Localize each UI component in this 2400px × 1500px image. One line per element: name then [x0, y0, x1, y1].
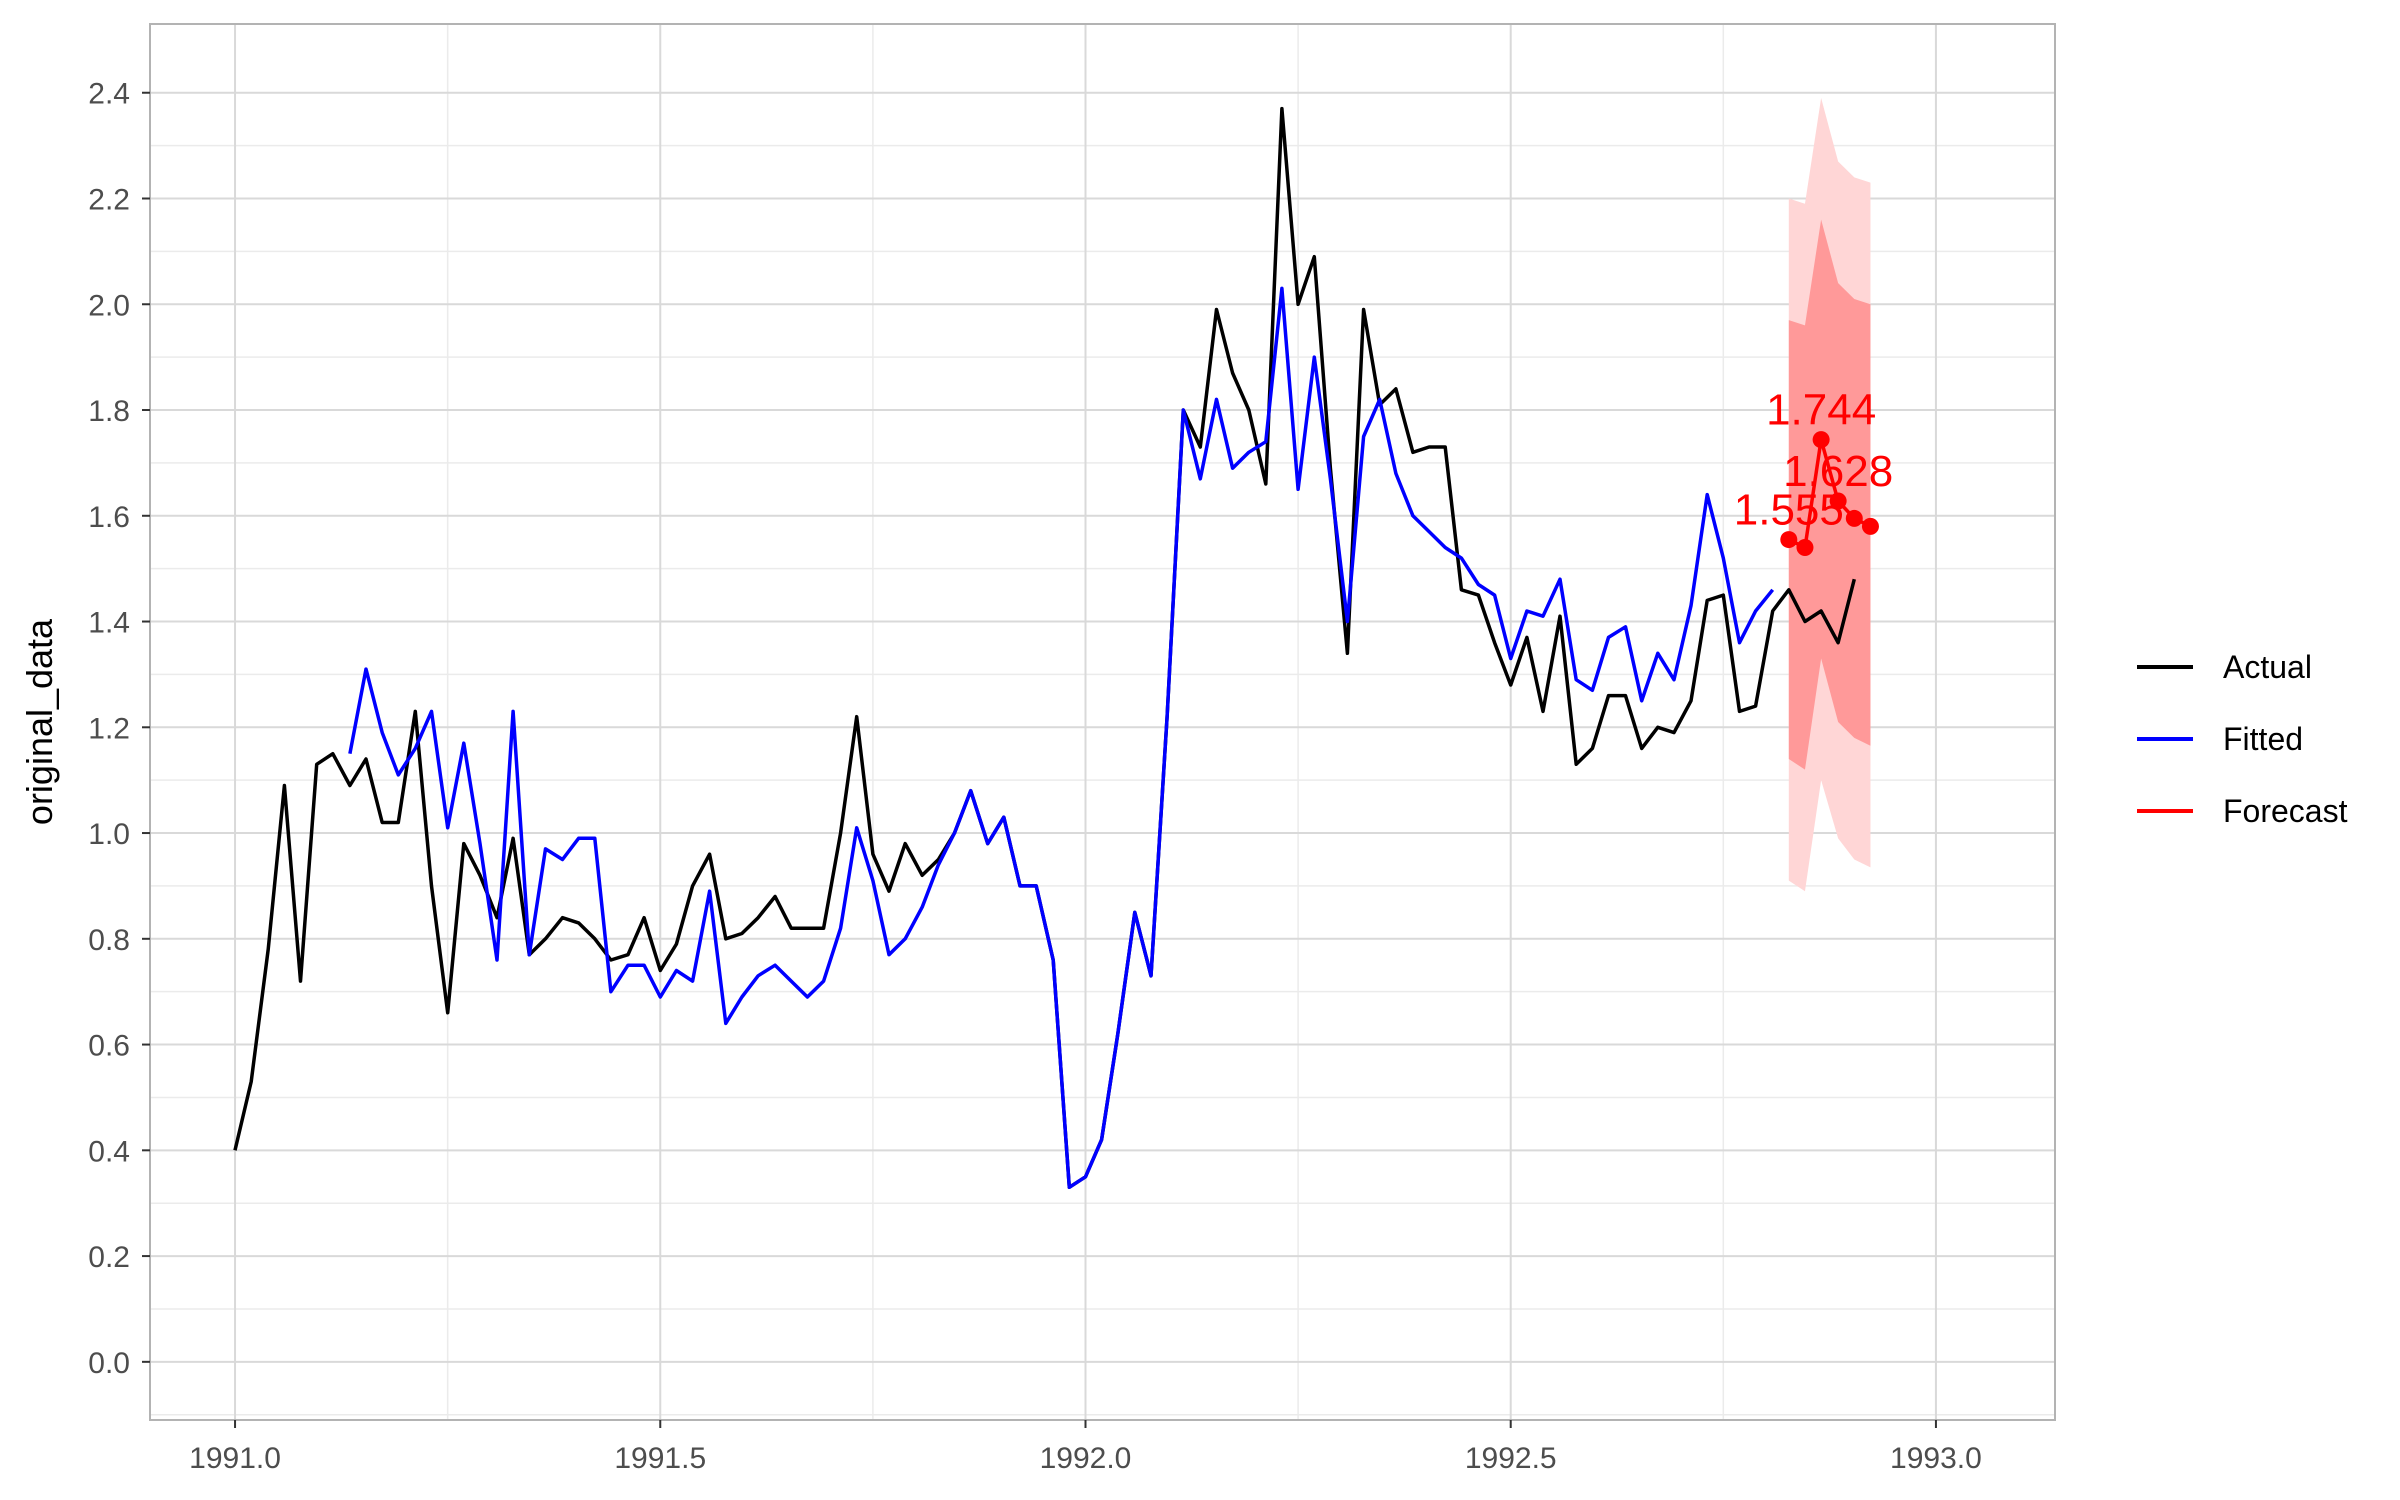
x-tick-label: 1991.5 [614, 1442, 706, 1475]
forecast-points [1780, 431, 1879, 556]
forecast-value-label: 1.628 [1783, 447, 1893, 496]
y-tick-label: 2.4 [88, 78, 130, 111]
y-tick-label: 0.8 [88, 924, 130, 957]
forecast-point [1829, 492, 1847, 510]
y-tick-label: 1.4 [88, 607, 130, 640]
y-tick-label: 1.6 [88, 501, 130, 534]
y-tick-label: 1.2 [88, 712, 130, 745]
y-tick-label: 0.6 [88, 1030, 130, 1063]
forecast-point [1780, 531, 1798, 549]
forecast-point [1812, 431, 1830, 449]
legend-label-actual: Actual [2223, 649, 2312, 685]
legend-label-fitted: Fitted [2223, 721, 2303, 757]
y-axis-title: original_data [19, 618, 60, 825]
forecast-point [1796, 539, 1814, 556]
minor-gridlines [150, 24, 2055, 1420]
legend: Actual Fitted Forecast [2137, 649, 2348, 829]
y-tick-label: 0.2 [88, 1241, 130, 1274]
legend-label-forecast: Forecast [2223, 793, 2348, 829]
forecast-value-label: 1.555 [1734, 486, 1844, 535]
y-tick-label: 0.0 [88, 1347, 130, 1380]
forecast-point [1845, 509, 1863, 527]
x-tick-label: 1991.0 [189, 1442, 281, 1475]
forecast-point [1861, 517, 1879, 535]
forecast-interval-80 [1788, 219, 1871, 770]
fitted-line [348, 286, 1775, 1190]
forecast-point-labels: 1.555 1.744 1.628 [1734, 386, 1893, 535]
y-tick-label: 2.2 [88, 184, 130, 217]
plot-panel-border [149, 23, 2056, 1421]
x-tick-label: 1992.0 [1040, 1442, 1132, 1475]
forecast-value-label: 1.744 [1766, 386, 1876, 435]
major-gridlines [150, 24, 2055, 1420]
y-tick-label: 0.4 [88, 1135, 130, 1168]
x-tick-label: 1992.5 [1465, 1442, 1557, 1475]
x-tick-label: 1993.0 [1890, 1442, 1982, 1475]
y-tick-label: 2.0 [88, 289, 130, 322]
y-tick-label: 1.8 [88, 395, 130, 428]
y-axis: 0.0 0.2 0.4 0.6 0.8 1.0 1.2 1.4 1.6 1.8 2.0 2.2 2.4 [88, 78, 150, 1380]
forecast-intervals [1788, 98, 1871, 892]
y-tick-label: 1.0 [88, 818, 130, 851]
x-axis: 1991.0 1991.5 1992.0 1992.5 1993.0 [189, 1420, 1982, 1475]
